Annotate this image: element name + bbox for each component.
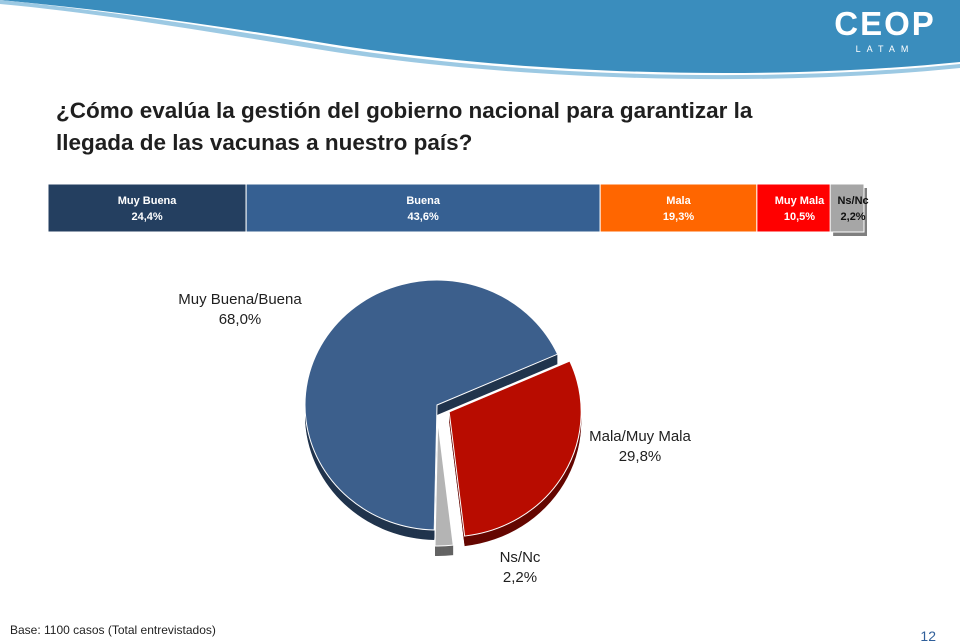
footnote: Base: 1100 casos (Total entrevistados) bbox=[10, 623, 216, 637]
page-number: 12 bbox=[920, 628, 936, 644]
stack-bar-muy-buena bbox=[47, 183, 247, 233]
chart-title: ¿Cómo evalúa la gestión del gobierno nac… bbox=[56, 98, 753, 155]
pie-label-value: 68,0% bbox=[218, 311, 262, 328]
stack-category-label: Muy Mala bbox=[775, 195, 825, 207]
stack-value-label: 10,5% bbox=[784, 211, 815, 223]
stack-value-label: 2,2% bbox=[841, 211, 866, 223]
pie-label-name: Mala/Muy Mala bbox=[589, 428, 691, 445]
pie-label-value: 29,8% bbox=[618, 448, 662, 465]
pie-label-name: Ns/Nc bbox=[499, 549, 541, 566]
stack-segment-ns-nc: Ns/Nc 2,2% bbox=[829, 183, 869, 236]
stack-segment-buena: Buena 43,6% bbox=[245, 183, 601, 233]
pie-slice-top bbox=[304, 279, 559, 531]
stack-category-label: Buena bbox=[406, 195, 441, 207]
stack-value-label: 24,4% bbox=[131, 211, 162, 223]
pie-label-value: 2,2% bbox=[502, 569, 538, 586]
stack-value-label: 43,6% bbox=[408, 211, 439, 223]
stack-category-label: Mala bbox=[666, 195, 691, 207]
pie-label-ns-nc: Ns/Nc 2,2% bbox=[480, 548, 560, 588]
stack-bar-muy-mala bbox=[756, 183, 843, 233]
stack-segment-muy-buena: Muy Buena 24,4% bbox=[47, 183, 247, 233]
stack-value-label: 19,3% bbox=[663, 211, 694, 223]
stack-bar-buena bbox=[245, 183, 601, 233]
stack-category-label: Ns/Nc bbox=[837, 195, 868, 207]
stack-category-label: Muy Buena bbox=[118, 195, 178, 207]
pie-slice-top bbox=[448, 360, 582, 537]
stack-segment-mala: Mala 19,3% bbox=[599, 183, 758, 233]
ceop-logo: CEOP LATAM bbox=[830, 5, 940, 55]
pie-slice-ns-nc bbox=[434, 420, 454, 556]
pie-slice-muy-buena-buena bbox=[304, 279, 559, 540]
pie-slice-top bbox=[434, 420, 454, 547]
stacked-bar-chart: Muy Buena 24,4% Buena 43,6% Mala 19,3% Muy Mal… bbox=[47, 183, 869, 236]
header-wave bbox=[0, 0, 960, 80]
pie-label-name: Muy Buena/Buena bbox=[178, 291, 302, 308]
logo-subtext: LATAM bbox=[855, 44, 915, 54]
pie-label-mala-muy-mala: Mala/Muy Mala 29,8% bbox=[570, 427, 710, 467]
pie-chart bbox=[304, 279, 582, 556]
pie-label-muy-buena-buena: Muy Buena/Buena 68,0% bbox=[160, 290, 320, 330]
stack-segment-muy-mala: Muy Mala 10,5% bbox=[756, 183, 843, 233]
stack-bar-ns-nc bbox=[829, 183, 865, 233]
stack-bar-mala bbox=[599, 183, 758, 233]
pie-slice-mala-muy-mala bbox=[448, 360, 582, 547]
logo-text: CEOP bbox=[834, 5, 936, 42]
